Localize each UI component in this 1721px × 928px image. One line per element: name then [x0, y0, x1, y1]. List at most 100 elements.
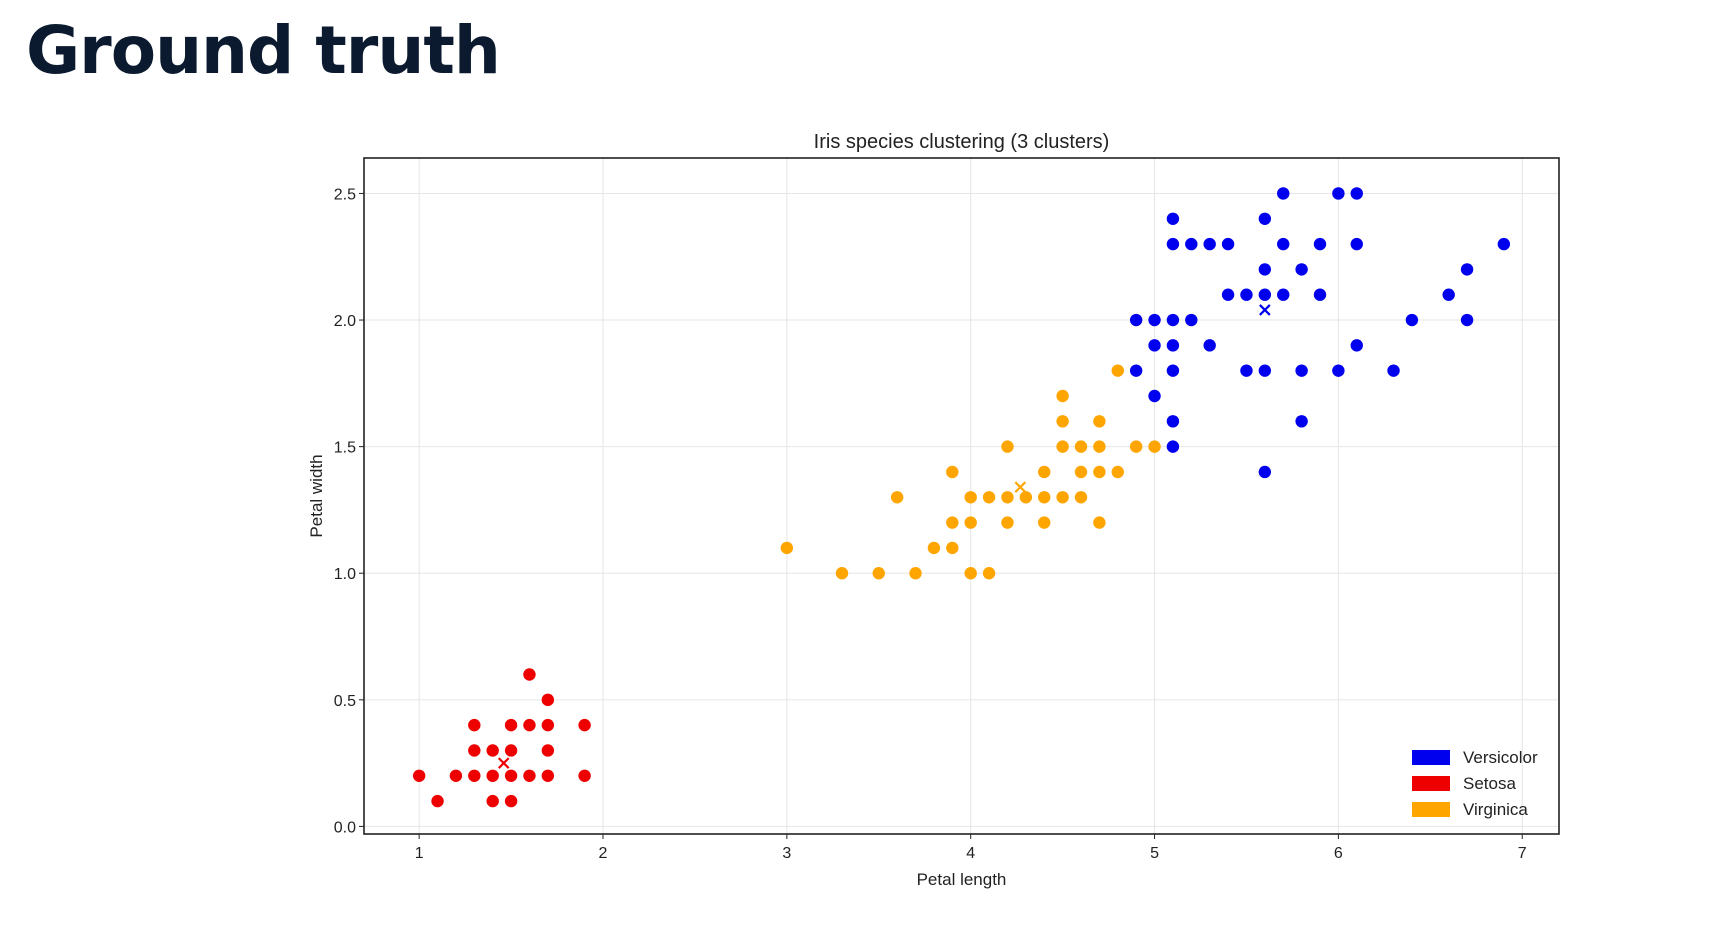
point-virginica	[982, 567, 996, 580]
legend-label: Versicolor	[1463, 748, 1538, 767]
y-tick-label: 1.0	[334, 566, 356, 583]
point-virginica	[835, 567, 849, 580]
point-versicolor	[1148, 389, 1161, 403]
y-axis-title: Petal width	[307, 454, 326, 537]
point-virginica	[1074, 491, 1088, 504]
data-points	[412, 187, 1511, 808]
point-versicolor	[1240, 288, 1253, 301]
point-setosa	[504, 769, 518, 782]
x-tick-label: 5	[1150, 845, 1159, 862]
point-versicolor	[1313, 237, 1327, 251]
point-virginica	[946, 465, 959, 479]
point-virginica	[1038, 465, 1051, 479]
point-virginica	[1074, 465, 1088, 479]
point-versicolor	[1277, 237, 1290, 251]
point-virginica	[1038, 491, 1051, 504]
point-setosa	[468, 769, 481, 782]
point-versicolor	[1387, 364, 1400, 377]
point-versicolor	[1240, 364, 1253, 377]
point-versicolor	[1166, 212, 1180, 225]
point-virginica	[872, 567, 885, 580]
x-axis-title: Petal length	[917, 870, 1007, 889]
point-setosa	[486, 794, 499, 808]
point-virginica	[909, 567, 922, 580]
chart-title: Iris species clustering (3 clusters)	[814, 131, 1110, 153]
point-versicolor	[1129, 313, 1143, 327]
point-virginica	[1056, 415, 1069, 428]
point-setosa	[541, 718, 555, 732]
point-virginica	[1093, 516, 1106, 529]
point-versicolor	[1166, 339, 1180, 352]
point-setosa	[523, 718, 536, 732]
point-setosa	[468, 718, 481, 732]
y-tick-label: 2.5	[334, 186, 356, 203]
point-versicolor	[1295, 364, 1308, 377]
legend-item-versicolor: Versicolor	[1412, 748, 1538, 767]
point-versicolor	[1166, 440, 1180, 453]
point-virginica	[946, 541, 959, 555]
point-virginica	[1056, 491, 1069, 504]
point-virginica	[1093, 440, 1106, 453]
centroid-virginica	[1014, 481, 1027, 493]
x-tick-label: 3	[782, 845, 791, 862]
point-versicolor	[1203, 237, 1216, 251]
point-versicolor	[1313, 288, 1327, 301]
point-versicolor	[1295, 415, 1308, 428]
point-virginica	[946, 516, 959, 529]
point-setosa	[449, 769, 463, 782]
legend-swatch	[1412, 802, 1450, 817]
legend: Versicolor Setosa Virginica	[1412, 748, 1538, 819]
point-virginica	[1019, 491, 1033, 504]
point-setosa	[412, 769, 426, 782]
grid-lines	[364, 158, 1559, 834]
point-versicolor	[1221, 288, 1235, 301]
point-virginica	[964, 491, 977, 504]
legend-item-setosa: Setosa	[1412, 774, 1516, 793]
point-setosa	[541, 693, 555, 707]
point-versicolor	[1258, 288, 1272, 301]
point-setosa	[504, 744, 518, 757]
point-setosa	[486, 744, 499, 757]
point-setosa	[468, 744, 481, 757]
point-virginica	[1001, 440, 1014, 453]
point-setosa	[578, 769, 591, 782]
point-versicolor	[1295, 263, 1308, 276]
point-versicolor	[1166, 415, 1180, 428]
legend-label: Virginica	[1463, 800, 1528, 819]
x-tick-label: 2	[599, 845, 608, 862]
point-versicolor	[1166, 364, 1180, 377]
centroid-versicolor	[1259, 304, 1271, 316]
y-tick-label: 0.0	[334, 819, 356, 836]
point-setosa	[504, 718, 518, 732]
legend-label: Setosa	[1463, 774, 1516, 793]
point-versicolor	[1258, 465, 1272, 479]
point-versicolor	[1258, 212, 1272, 225]
point-virginica	[964, 567, 977, 580]
point-virginica	[1111, 465, 1124, 479]
point-setosa	[504, 794, 518, 808]
x-tick-label: 7	[1518, 845, 1527, 862]
x-axis-ticks: 1 2 3 4 5 6 7	[415, 834, 1527, 862]
point-versicolor	[1460, 313, 1474, 327]
point-versicolor	[1350, 237, 1363, 251]
point-versicolor	[1332, 187, 1345, 200]
point-versicolor	[1277, 187, 1290, 200]
x-tick-label: 1	[415, 845, 424, 862]
point-versicolor	[1166, 237, 1180, 251]
legend-swatch	[1412, 776, 1450, 791]
plot-frame	[363, 157, 1560, 835]
point-virginica	[1093, 415, 1106, 428]
point-versicolor	[1185, 237, 1198, 251]
point-versicolor	[1221, 237, 1235, 251]
legend-swatch	[1412, 750, 1450, 765]
point-virginica	[1129, 440, 1143, 453]
point-virginica	[1074, 440, 1088, 453]
y-tick-label: 1.5	[334, 440, 356, 457]
point-virginica	[927, 541, 941, 555]
point-virginica	[1148, 440, 1161, 453]
point-versicolor	[1497, 237, 1511, 251]
point-versicolor	[1148, 339, 1161, 352]
point-virginica	[890, 491, 904, 504]
point-versicolor	[1332, 364, 1345, 377]
